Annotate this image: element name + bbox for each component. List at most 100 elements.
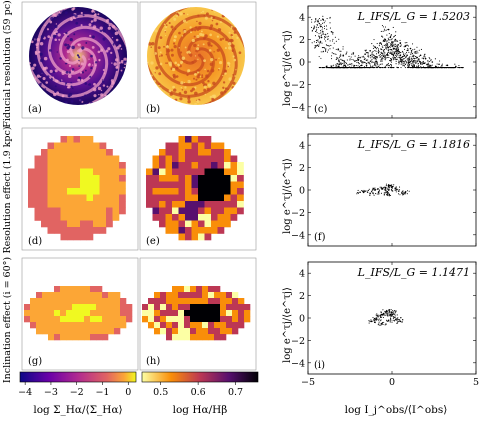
texture-dot [62, 9, 65, 12]
map-pixel [204, 181, 212, 189]
texture-dot [187, 96, 191, 101]
data-point [351, 67, 353, 69]
data-point [355, 65, 358, 67]
map-pixel [66, 292, 73, 299]
data-point [361, 56, 363, 58]
texture-dot [175, 66, 179, 70]
texture-dot [203, 88, 207, 92]
data-point [340, 55, 342, 57]
map-pixel [185, 220, 192, 228]
data-point [393, 312, 395, 314]
map-pixel [73, 168, 81, 176]
y-tick-label: 4 [299, 141, 305, 152]
data-point [382, 58, 384, 60]
map-pixel [196, 304, 203, 311]
map-pixel [191, 220, 199, 228]
map-pixel [60, 334, 67, 341]
data-point [331, 65, 333, 67]
data-point [414, 67, 416, 69]
map-pixel [54, 227, 61, 234]
map-pixel [86, 175, 94, 182]
data-point [385, 311, 388, 313]
data-point [322, 67, 324, 69]
map-pixel [224, 194, 231, 202]
map-pixel [191, 214, 199, 221]
map-pixel [185, 207, 192, 215]
data-point [387, 184, 390, 186]
data-point [318, 56, 320, 58]
map-pixel [73, 201, 81, 208]
data-point [390, 318, 392, 320]
map-pixel [66, 310, 73, 317]
texture-dot [196, 28, 200, 31]
data-point [318, 41, 320, 43]
map-pixel [211, 168, 218, 176]
data-point [383, 40, 386, 42]
data-point [397, 56, 399, 58]
texture-dot [187, 79, 191, 84]
data-point [340, 62, 342, 64]
data-point [378, 45, 380, 47]
data-point [340, 50, 342, 52]
texture-dot [71, 45, 75, 50]
map-pixel [60, 136, 68, 143]
data-point [387, 47, 389, 49]
data-point [389, 317, 392, 319]
data-point [442, 67, 444, 69]
data-point [408, 190, 410, 192]
map-pixel [86, 227, 94, 234]
map-pixel [102, 328, 109, 335]
texture-dot [232, 81, 236, 85]
scatter-points [368, 309, 404, 326]
map-pixel [220, 292, 227, 299]
texture-dot [210, 68, 215, 73]
map-pixel [160, 310, 167, 317]
map-pixel [204, 220, 212, 228]
map-pixel [178, 304, 185, 311]
data-point [396, 58, 398, 60]
data-point [364, 190, 366, 192]
data-point [458, 67, 460, 69]
map-pixel [238, 322, 245, 329]
texture-dot [54, 69, 58, 73]
data-point [420, 66, 422, 68]
map-pixel [211, 155, 218, 163]
data-point [391, 312, 393, 314]
panel-label: (i) [314, 360, 325, 371]
map-pixel [202, 334, 209, 341]
data-point [386, 310, 388, 312]
map-pixel [208, 286, 215, 293]
map-pixel [232, 316, 239, 323]
data-point [349, 63, 351, 66]
data-point [337, 63, 339, 65]
data-point [315, 39, 317, 41]
texture-dot [166, 48, 171, 53]
map-pixel [126, 316, 133, 323]
map-pixel [198, 162, 205, 169]
data-point [356, 60, 358, 62]
texture-dot [64, 11, 68, 15]
texture-dot [211, 98, 215, 102]
data-point [316, 23, 318, 26]
texture-dot [118, 44, 122, 48]
data-point [372, 54, 374, 56]
data-point [396, 52, 398, 54]
map-pixel [108, 316, 115, 323]
data-point [375, 317, 377, 319]
data-point [397, 47, 399, 49]
data-point [411, 51, 413, 53]
data-point [390, 319, 392, 322]
map-pixel [54, 214, 61, 221]
texture-dot [101, 80, 105, 83]
texture-dot [158, 83, 161, 86]
data-point [377, 188, 379, 190]
data-point [380, 192, 382, 194]
texture-dot [109, 30, 112, 33]
texture-dot [170, 25, 174, 29]
data-point [314, 26, 316, 28]
map-pixel [66, 328, 73, 335]
data-point [410, 53, 412, 56]
data-point [401, 62, 403, 64]
texture-dot [202, 10, 205, 13]
map-pixel [226, 310, 233, 317]
